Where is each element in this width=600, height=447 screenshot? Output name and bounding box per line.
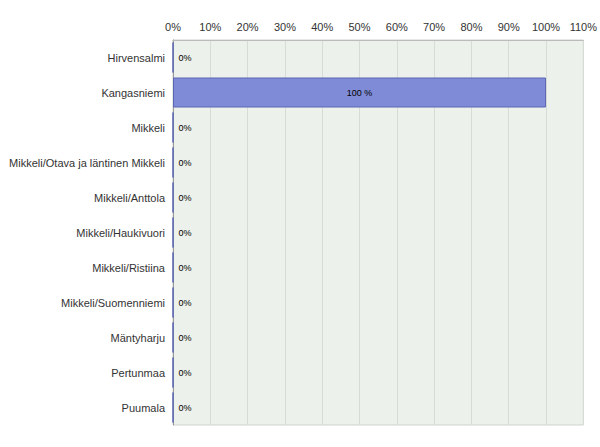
svg-text:Mikkeli/Anttola: Mikkeli/Anttola bbox=[94, 192, 166, 204]
svg-text:Mäntyharju: Mäntyharju bbox=[111, 332, 165, 344]
svg-text:60%: 60% bbox=[386, 21, 408, 33]
svg-text:0%: 0% bbox=[179, 158, 192, 168]
svg-text:Mikkeli/Otava ja läntinen Mikk: Mikkeli/Otava ja läntinen Mikkeli bbox=[9, 157, 165, 169]
svg-text:20%: 20% bbox=[237, 21, 259, 33]
svg-text:0%: 0% bbox=[179, 333, 192, 343]
svg-text:Mikkeli/Ristiina: Mikkeli/Ristiina bbox=[92, 262, 166, 274]
svg-text:100 %: 100 % bbox=[347, 88, 373, 98]
svg-text:30%: 30% bbox=[274, 21, 296, 33]
svg-text:Puumala: Puumala bbox=[122, 402, 166, 414]
svg-text:0%: 0% bbox=[179, 123, 192, 133]
svg-text:80%: 80% bbox=[460, 21, 482, 33]
svg-text:90%: 90% bbox=[498, 21, 520, 33]
svg-text:0%: 0% bbox=[165, 21, 181, 33]
svg-text:Mikkeli/Suomenniemi: Mikkeli/Suomenniemi bbox=[61, 297, 165, 309]
svg-text:0%: 0% bbox=[179, 228, 192, 238]
svg-text:40%: 40% bbox=[311, 21, 333, 33]
svg-text:0%: 0% bbox=[179, 263, 192, 273]
svg-text:0%: 0% bbox=[179, 193, 192, 203]
svg-text:100%: 100% bbox=[532, 21, 560, 33]
svg-text:Mikkeli/Haukivuori: Mikkeli/Haukivuori bbox=[76, 227, 165, 239]
svg-text:50%: 50% bbox=[349, 21, 371, 33]
svg-text:0%: 0% bbox=[179, 368, 192, 378]
svg-text:0%: 0% bbox=[179, 298, 192, 308]
svg-text:0%: 0% bbox=[179, 403, 192, 413]
svg-text:0%: 0% bbox=[179, 53, 192, 63]
svg-text:Pertunmaa: Pertunmaa bbox=[111, 367, 166, 379]
svg-text:70%: 70% bbox=[423, 21, 445, 33]
svg-text:Mikkeli: Mikkeli bbox=[131, 122, 165, 134]
svg-text:Kangasniemi: Kangasniemi bbox=[101, 87, 165, 99]
svg-text:Hirvensalmi: Hirvensalmi bbox=[108, 52, 165, 64]
svg-text:10%: 10% bbox=[199, 21, 221, 33]
svg-text:110%: 110% bbox=[570, 21, 598, 33]
